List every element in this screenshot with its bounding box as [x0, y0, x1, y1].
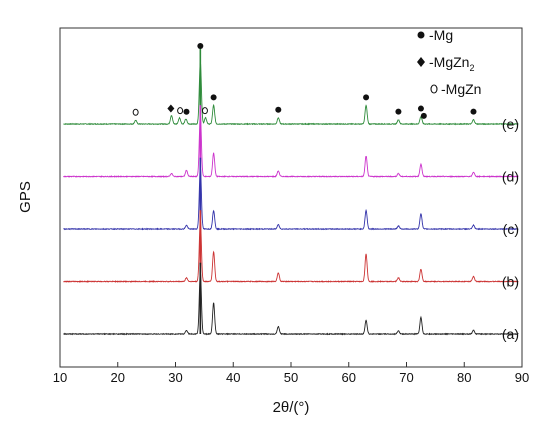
x-tick-label: 30: [168, 370, 182, 385]
phase-markers: [132, 43, 477, 119]
series-line-1: [63, 114, 519, 179]
mg-marker: [420, 112, 427, 119]
curve-labels: (e) (d) (c) (b) (a): [502, 116, 519, 342]
x-tick-label: 40: [226, 370, 240, 385]
series-line-3: [63, 219, 519, 284]
y-axis-title: GPS: [17, 181, 34, 213]
series-line-4: [63, 272, 519, 336]
x-tick-label: 20: [111, 370, 125, 385]
series-line-2: [63, 167, 519, 231]
mg-marker: [275, 106, 282, 113]
mgzn-marker: [201, 107, 208, 115]
diffraction-curves: [63, 46, 519, 336]
mgzn-marker: [177, 107, 184, 115]
mg-marker: [417, 105, 424, 112]
legend: -Mg -MgZn2 -MgZn: [417, 27, 481, 97]
mg-marker: [470, 108, 477, 115]
curve-label-0: (e): [502, 116, 519, 132]
legend-label-1: -MgZn2: [429, 54, 474, 73]
legend-mgzn2-symbol: [417, 57, 425, 67]
series-line-0: [63, 62, 519, 126]
legend-mg-symbol: [417, 31, 425, 39]
x-tick-label: 10: [53, 370, 67, 385]
mg-marker: [210, 94, 217, 101]
x-tick-label: 60: [342, 370, 356, 385]
mgzn2-marker: [167, 104, 175, 113]
legend-label-0: -Mg: [429, 27, 453, 43]
plot-frame: [59, 27, 523, 368]
curve-label-4: (a): [502, 326, 519, 342]
mg-marker: [197, 43, 204, 49]
x-tick-label: 70: [399, 370, 413, 385]
x-tick-label: 90: [515, 370, 529, 385]
x-tick-label: 80: [457, 370, 471, 385]
mg-marker: [183, 108, 190, 115]
mg-marker: [363, 94, 370, 101]
legend-mgzn-symbol: [430, 84, 438, 94]
x-tick-label: 50: [284, 370, 298, 385]
curve-label-1: (d): [502, 169, 519, 185]
curve-label-3: (b): [502, 274, 519, 290]
mgzn-marker: [132, 108, 139, 116]
x-axis-ticks: 10 20 30 40 50 60 70 80 90: [53, 362, 529, 385]
legend-label-2: -MgZn: [441, 81, 481, 97]
mg-marker: [395, 108, 402, 115]
curve-label-2: (c): [503, 221, 519, 237]
x-axis-title: 2θ/(°): [273, 399, 310, 416]
